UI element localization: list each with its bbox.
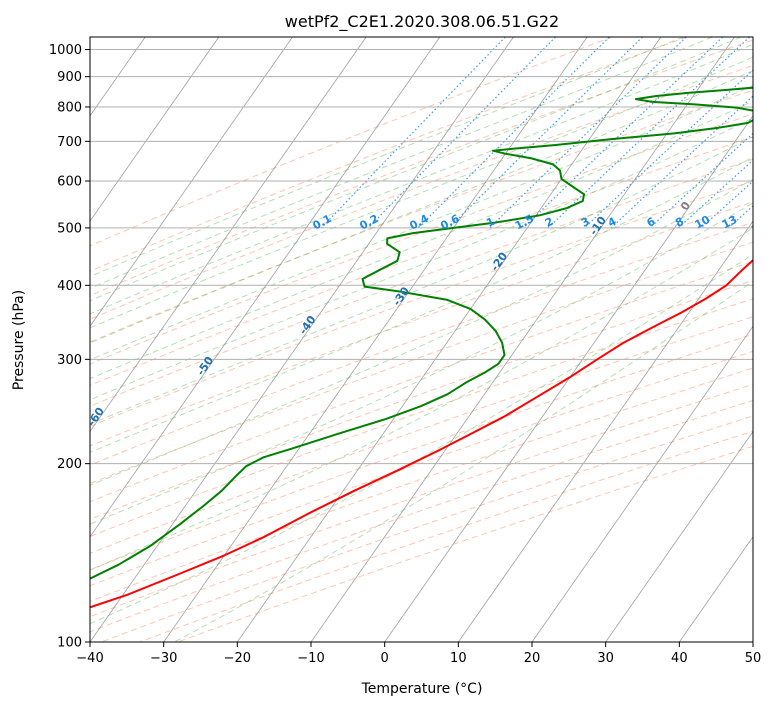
moist-adiabat — [90, 117, 753, 401]
plot-background — [90, 37, 753, 642]
isotherm-line — [163, 37, 588, 642]
isotherm-line — [384, 115, 753, 642]
isotherm-line — [90, 37, 220, 222]
dry-adiabat — [90, 350, 753, 587]
x-tick-label: 50 — [745, 651, 762, 666]
x-tick-label: −10 — [297, 651, 324, 666]
x-tick-label: 0 — [381, 651, 389, 666]
moist-adiabat — [90, 136, 753, 425]
isotherm-line — [605, 430, 753, 642]
x-tick-label: −30 — [150, 651, 177, 666]
dry-adiabat — [90, 113, 753, 365]
mixing-ratio-label: 10 — [693, 213, 713, 232]
x-tick-label: 20 — [524, 651, 541, 666]
mixing-ratio-line — [417, 37, 610, 229]
x-tick-label: −40 — [76, 651, 103, 666]
moist-adiabat — [90, 84, 753, 361]
mixing-ratio-line — [367, 37, 556, 229]
isotherm-line — [90, 37, 293, 327]
dry-adiabat — [90, 316, 753, 554]
y-tick-label: 900 — [57, 70, 82, 85]
mixing-ratio-label: 13 — [720, 213, 740, 232]
y-tick-label: 700 — [57, 135, 82, 150]
y-tick-label: 800 — [57, 100, 82, 115]
x-tick-label: 30 — [597, 651, 614, 666]
dry-adiabat — [90, 37, 688, 272]
mixing-ratio-line — [677, 159, 753, 229]
y-tick-label: 100 — [57, 636, 82, 651]
background-lines — [90, 37, 753, 642]
moist-adiabat — [90, 37, 684, 278]
isotherm-line — [237, 37, 662, 642]
dry-adiabat — [90, 367, 753, 602]
mixing-ratio-line — [489, 37, 687, 229]
isotherm-line — [90, 37, 514, 642]
dry-adiabat — [90, 298, 753, 538]
y-tick-label: 600 — [57, 174, 82, 189]
y-tick-label: 400 — [57, 279, 82, 294]
temperature-line — [90, 258, 753, 609]
plot-frame — [89, 36, 754, 643]
y-tick-label: 200 — [57, 457, 82, 472]
x-tick-label: 10 — [450, 651, 467, 666]
isotherm-line — [90, 37, 367, 433]
dewpoint-line — [90, 86, 753, 580]
dry-adiabat — [90, 260, 753, 503]
y-axis-title: Pressure (hPa) — [11, 290, 27, 390]
mixing-ratio-line — [522, 37, 724, 229]
dry-adiabat — [90, 37, 613, 247]
mixing-ratio-line — [320, 37, 506, 229]
dry-adiabat — [90, 201, 753, 447]
dry-adiabat — [90, 136, 753, 386]
isotherm-line — [90, 37, 441, 538]
isotherm-line — [531, 325, 753, 642]
moist-adiabat — [90, 156, 753, 453]
x-tick-label: −20 — [224, 651, 251, 666]
moist-adiabat — [90, 43, 753, 315]
dry-adiabat — [90, 241, 753, 485]
dry-adiabat — [90, 180, 753, 427]
x-tick-label: 40 — [671, 651, 688, 666]
y-tick-label: 300 — [57, 353, 82, 368]
isotherm-line — [679, 536, 753, 642]
mixing-ratio-line — [583, 69, 753, 229]
moist-adiabat — [90, 178, 753, 486]
axes: −40 −30 −20 −10 0 10 20 30 40 50 100 200 300 400 500 60… — [49, 43, 761, 666]
isotherm-line — [310, 37, 735, 642]
chart-title: wetPf2_C2E1.2020.308.06.51.G22 — [285, 12, 559, 32]
moist-adiabat — [174, 280, 753, 642]
series-layer — [90, 86, 753, 609]
isotherm-line — [458, 220, 753, 642]
isotherm-label-warm: 10 — [773, 162, 775, 182]
y-tick-label: 1000 — [49, 43, 82, 58]
y-tick-label: 500 — [57, 221, 82, 236]
moist-adiabat — [90, 100, 753, 380]
x-axis-title: Temperature (°C) — [361, 681, 483, 697]
moist-adiabat — [90, 70, 753, 344]
dry-adiabat — [90, 158, 753, 407]
